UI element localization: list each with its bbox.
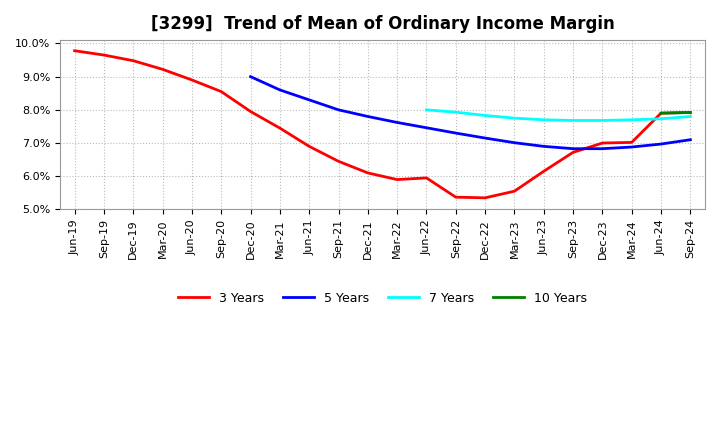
5 Years	[539, 144, 548, 149]
7 Years	[510, 116, 518, 121]
3 Years	[451, 194, 460, 200]
7 Years	[451, 110, 460, 115]
5 Years	[246, 74, 255, 79]
3 Years	[246, 109, 255, 114]
5 Years	[510, 140, 518, 145]
3 Years	[598, 140, 607, 146]
3 Years	[539, 169, 548, 174]
5 Years	[569, 146, 577, 151]
5 Years	[305, 97, 313, 103]
3 Years	[99, 52, 108, 58]
3 Years	[276, 125, 284, 131]
3 Years	[481, 195, 490, 201]
3 Years	[334, 159, 343, 164]
3 Years	[71, 48, 79, 53]
3 Years	[569, 150, 577, 155]
7 Years	[422, 107, 431, 113]
7 Years	[569, 118, 577, 123]
Line: 7 Years: 7 Years	[426, 110, 690, 121]
3 Years	[158, 67, 167, 72]
Title: [3299]  Trend of Mean of Ordinary Income Margin: [3299] Trend of Mean of Ordinary Income …	[150, 15, 614, 33]
3 Years	[627, 140, 636, 145]
5 Years	[598, 146, 607, 151]
5 Years	[481, 136, 490, 141]
7 Years	[598, 118, 607, 123]
Line: 3 Years: 3 Years	[75, 51, 690, 198]
3 Years	[657, 110, 665, 116]
5 Years	[657, 141, 665, 147]
5 Years	[364, 114, 372, 119]
Line: 5 Years: 5 Years	[251, 77, 690, 149]
3 Years	[393, 177, 402, 182]
3 Years	[188, 77, 197, 83]
10 Years	[657, 110, 665, 116]
7 Years	[627, 117, 636, 122]
3 Years	[422, 175, 431, 180]
7 Years	[539, 117, 548, 122]
Legend: 3 Years, 5 Years, 7 Years, 10 Years: 3 Years, 5 Years, 7 Years, 10 Years	[173, 287, 593, 310]
3 Years	[217, 89, 225, 94]
3 Years	[510, 189, 518, 194]
5 Years	[451, 130, 460, 136]
5 Years	[276, 87, 284, 92]
5 Years	[393, 120, 402, 125]
3 Years	[686, 110, 695, 115]
10 Years	[686, 110, 695, 115]
5 Years	[334, 107, 343, 113]
7 Years	[686, 114, 695, 119]
7 Years	[481, 113, 490, 118]
5 Years	[627, 144, 636, 150]
5 Years	[686, 137, 695, 143]
5 Years	[422, 125, 431, 130]
7 Years	[657, 116, 665, 121]
3 Years	[305, 144, 313, 149]
3 Years	[129, 58, 138, 63]
3 Years	[364, 170, 372, 176]
